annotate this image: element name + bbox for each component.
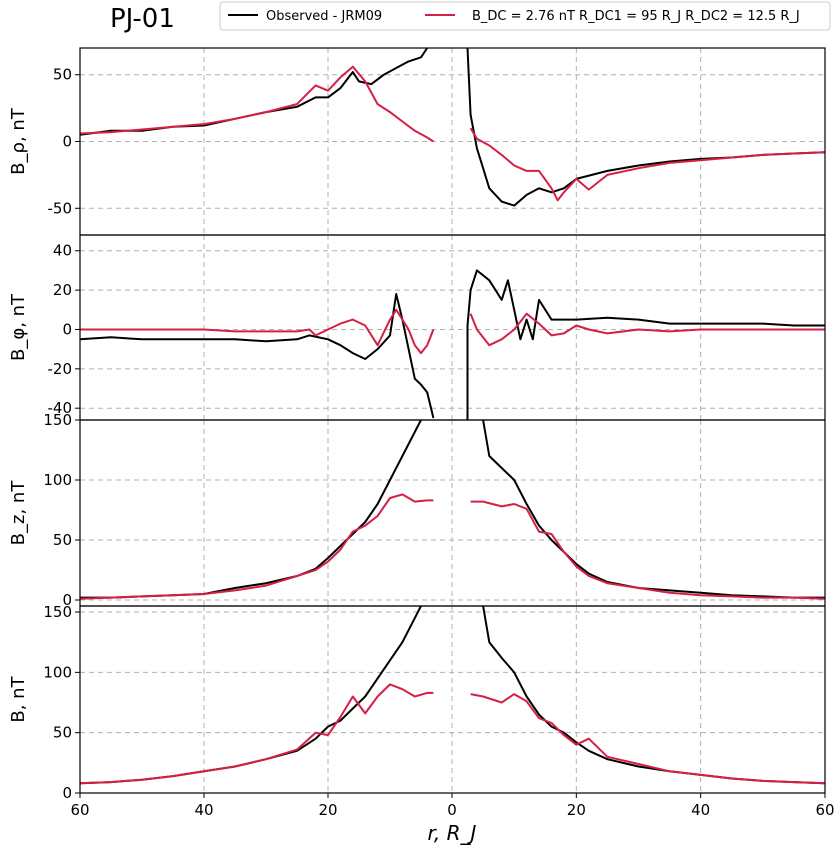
panel-1-ylabel: B_ρ, nT <box>8 107 29 175</box>
panel-1-ytick-label-1: 0 <box>62 133 72 151</box>
panel-1-observed-line-left <box>79 47 429 136</box>
panel-1: -50 0 50 B_ρ, nT <box>8 47 826 236</box>
panel-2-ytick-label-4: 40 <box>53 242 72 260</box>
panel-2-model-line-right <box>469 312 825 347</box>
panel-2-model-line-left <box>80 308 435 355</box>
panel-2-ytick-label-3: 20 <box>53 281 72 299</box>
x-tick-label-6: 60 <box>815 801 834 819</box>
panel-3-observed-line-left <box>80 419 422 599</box>
panel-1-ytick-label-2: 50 <box>53 66 72 84</box>
legend: Observed - JRM09 B_DC = 2.76 nT R_DC1 = … <box>219 1 831 31</box>
panel-3-ytick-label-0: 0 <box>62 591 72 609</box>
x-tick-label-1: 40 <box>194 801 213 819</box>
panel-2: -40 -20 0 20 40 B_φ, nT <box>8 234 826 421</box>
panel-4-ytick-label-2: 100 <box>43 663 72 681</box>
panel-4-ylabel: B, nT <box>8 675 29 722</box>
x-tick-label-3: 0 <box>447 801 457 819</box>
legend-observed-label: Observed - JRM09 <box>266 9 382 24</box>
panel-4-model-line-left <box>79 683 434 785</box>
panel-3-ytick-label-1: 50 <box>53 531 72 549</box>
panels: -50 0 50 B_ρ, nT -40 -20 0 20 40 B_φ, nT 0 50 100 150… <box>8 47 835 819</box>
panel-4-ytick-label-0: 0 <box>62 784 72 802</box>
x-tick-label-4: 20 <box>567 801 586 819</box>
x-tick-label-0: 60 <box>70 801 89 819</box>
panel-2-ytick-label-2: 0 <box>62 320 72 338</box>
panel-4-observed-line-right <box>482 605 826 785</box>
panel-2-observed-line-right <box>466 269 825 420</box>
panel-1-ytick-label-0: -50 <box>48 199 73 217</box>
figure-title: PJ-01 <box>110 4 175 34</box>
panel-2-ytick-label-0: -40 <box>48 399 73 417</box>
panel-3-ytick-label-2: 100 <box>43 471 72 489</box>
panel-3-model-line-right <box>470 500 826 600</box>
panel-1-observed-line-right <box>466 47 826 207</box>
panel-4-ytick-label-3: 150 <box>43 603 72 621</box>
x-tick-label-2: 20 <box>318 801 337 819</box>
x-axis-label: r, R_J <box>428 821 477 845</box>
panel-1-model-line-right <box>469 127 826 202</box>
panel-3-ytick-label-3: 150 <box>43 411 72 429</box>
panel-4-observed-line-left <box>79 605 422 785</box>
panel-4: 0 50 100 150 B, nT <box>8 603 826 802</box>
panel-2-observed-line-left <box>79 293 435 419</box>
x-tick-label-5: 40 <box>691 801 710 819</box>
panel-3-model-line-left <box>79 493 434 600</box>
panel-2-ylabel: B_φ, nT <box>8 293 29 361</box>
panel-1-model-line-left <box>79 65 434 143</box>
panel-3: 0 50 100 150 B_z, nT <box>8 411 826 609</box>
legend-box <box>219 1 831 31</box>
panel-2-ytick-label-1: -20 <box>48 360 73 378</box>
panel-3-observed-line-right <box>482 419 825 599</box>
legend-model-label: B_DC = 2.76 nT R_DC1 = 95 R_J R_DC2 = 12… <box>472 9 800 24</box>
panel-4-ytick-label-1: 50 <box>53 724 72 742</box>
panel-4-model-line-right <box>470 693 826 785</box>
panel-3-ylabel: B_z, nT <box>8 480 29 546</box>
